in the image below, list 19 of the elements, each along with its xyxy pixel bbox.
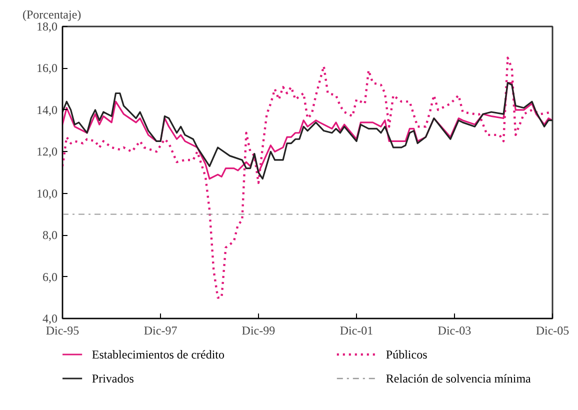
legend-label: Privados [92, 372, 134, 386]
y-tick-label: 12,0 [36, 144, 58, 159]
y-tick-label: 14,0 [36, 102, 58, 117]
y-tick-label: 10,0 [36, 186, 58, 200]
legend-label: Públicos [386, 348, 428, 362]
x-tick-label: Dic-99 [242, 324, 276, 338]
x-tick-label: Dic-97 [144, 324, 178, 338]
y-tick-label: 4,0 [42, 312, 58, 326]
legend-label: Establecimientos de crédito [92, 348, 225, 362]
y-tick-label: 6,0 [42, 270, 58, 284]
y-tick-label: 8,0 [42, 228, 58, 242]
x-tick-label: Dic-95 [46, 324, 80, 338]
y-axis-title: (Porcentaje) [22, 8, 82, 22]
y-tick-label: 18,0 [36, 20, 58, 34]
legend-label: Relación de solvencia mínima [386, 372, 532, 386]
y-tick-label: 16,0 [36, 61, 58, 76]
x-tick-label: Dic-01 [340, 324, 374, 338]
x-tick-label: Dic-03 [438, 324, 472, 338]
x-tick-label: Dic-05 [536, 324, 570, 338]
